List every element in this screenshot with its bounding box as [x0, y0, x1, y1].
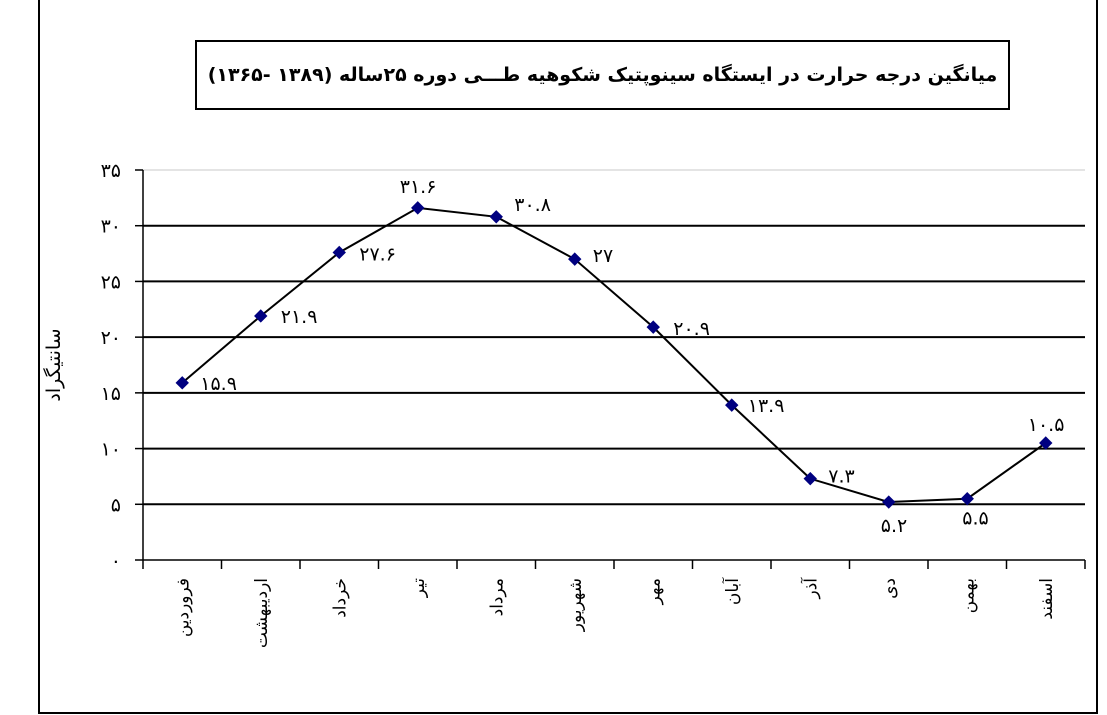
y-tick-label: ۰ [111, 550, 121, 572]
x-tick-label: مرداد [487, 578, 507, 616]
data-point [960, 492, 974, 506]
x-tick-label: اردیبهشت [252, 578, 272, 648]
y-tick-label: ۳۰ [101, 216, 121, 238]
y-tick-label: ۳۵ [101, 160, 121, 182]
data-label: ۵.۲ [881, 515, 907, 537]
data-point [411, 201, 425, 215]
x-tick-label: آبان [721, 577, 743, 605]
data-point [254, 309, 268, 323]
x-tick-label: تیر [409, 578, 429, 599]
data-label: ۲۷ [593, 245, 613, 267]
x-tick-label: شهریور [566, 578, 586, 632]
y-axis-label: سانتیگراد [42, 328, 65, 401]
data-label: ۵.۵ [962, 508, 988, 530]
chart-title-box: میانگین درجه حرارت در ایستگاه سینوپتیک ش… [195, 40, 1010, 110]
data-point [175, 376, 189, 390]
data-label: ۳۰.۸ [514, 194, 551, 216]
data-point [725, 398, 739, 412]
x-tick-label: آذر [799, 577, 821, 600]
x-tick-label: خرداد [330, 578, 350, 618]
data-label: ۱۰.۵ [1028, 414, 1065, 436]
data-label: ۲۷.۶ [359, 243, 396, 265]
chart-frame: میانگین درجه حرارت در ایستگاه سینوپتیک ش… [38, 0, 1098, 714]
x-tick-label: مهر [644, 578, 664, 605]
x-tick-label: بهمن [958, 578, 978, 613]
data-label: ۳۱.۶ [400, 176, 437, 198]
data-point [568, 252, 582, 266]
data-label: ۱۵.۹ [200, 373, 237, 395]
y-tick-label: ۲۵ [101, 271, 121, 293]
x-tick-label: اسفند [1037, 578, 1057, 620]
data-label: ۷.۳ [828, 466, 854, 488]
series-line [181, 206, 1047, 504]
y-tick-label: ۲۰ [101, 327, 121, 349]
x-tick-label: فروردین [173, 578, 193, 637]
data-point [882, 495, 896, 509]
chart-title: میانگین درجه حرارت در ایستگاه سینوپتیک ش… [207, 64, 998, 86]
data-label: ۱۳.۹ [748, 395, 785, 417]
data-point [489, 210, 503, 224]
data-point [1039, 436, 1053, 450]
y-tick-label: ۱۵ [101, 383, 121, 405]
y-tick-label: ۵ [111, 494, 121, 516]
x-tick-label: دی [880, 578, 900, 599]
y-tick-label: ۱۰ [101, 439, 121, 461]
data-point [803, 471, 817, 486]
data-point [646, 320, 660, 334]
data-label: ۲۰.۹ [673, 318, 710, 340]
data-point [332, 245, 346, 260]
data-label: ۲۱.۹ [281, 306, 318, 328]
